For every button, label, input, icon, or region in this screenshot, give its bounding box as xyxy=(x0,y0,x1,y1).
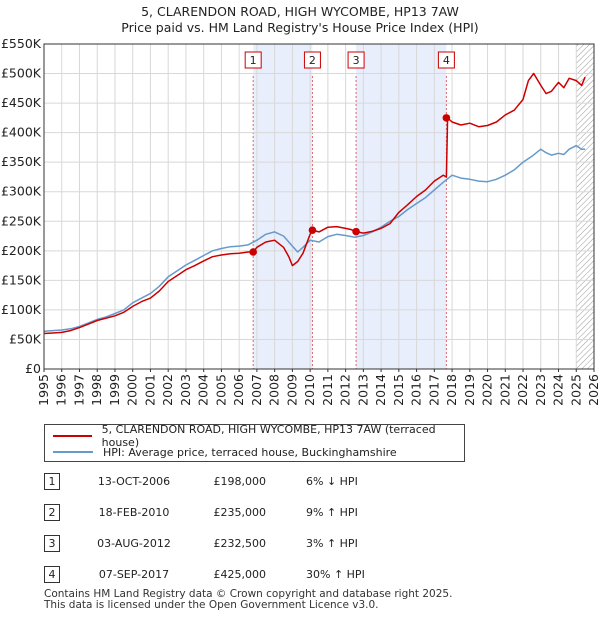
sale-row: 1 13-OCT-2006 £198,000 6% ↓ HPI xyxy=(44,470,464,492)
x-tick-label: 2022 xyxy=(515,374,530,406)
x-tick-label: 2002 xyxy=(160,374,175,406)
x-tick-label: 2010 xyxy=(302,374,317,406)
footer-license: This data is licensed under the Open Gov… xyxy=(44,599,379,611)
sale-row: 2 18-FEB-2010 £235,000 9% ↑ HPI xyxy=(44,501,464,523)
x-tick-label: 2007 xyxy=(249,374,264,406)
x-tick-label: 2025 xyxy=(568,374,583,406)
x-tick-label: 2024 xyxy=(551,374,566,406)
sale-number-badge: 2 xyxy=(44,504,60,521)
y-tick-label: £250K xyxy=(1,213,42,228)
x-tick-label: 2014 xyxy=(373,374,388,406)
shaded-period xyxy=(356,44,447,369)
sale-hpi-diff: 6% ↓ HPI xyxy=(306,475,358,488)
sale-date: 13-OCT-2006 xyxy=(97,475,171,488)
x-tick-label: 2017 xyxy=(426,374,441,406)
legend-label-property: 5, CLARENDON ROAD, HIGH WYCOMBE, HP13 7A… xyxy=(101,423,436,449)
x-tick-label: 2016 xyxy=(409,374,424,406)
x-tick-label: 2021 xyxy=(497,374,512,406)
y-tick-label: £450K xyxy=(1,95,42,110)
sale-number-badge: 4 xyxy=(44,566,60,583)
x-tick-label: 2018 xyxy=(444,374,459,406)
x-tick-label: 2008 xyxy=(267,374,282,406)
chart-title-block: 5, CLARENDON ROAD, HIGH WYCOMBE, HP13 7A… xyxy=(0,4,600,36)
plot-frame xyxy=(43,43,595,370)
sale-price: £235,000 xyxy=(213,506,267,519)
sale-hpi-diff: 3% ↑ HPI xyxy=(306,537,358,550)
footer-copyright: Contains HM Land Registry data © Crown c… xyxy=(44,588,453,600)
x-tick-label: 2011 xyxy=(320,374,335,406)
legend-item-property: 5, CLARENDON ROAD, HIGH WYCOMBE, HP13 7A… xyxy=(53,423,464,449)
sale-point xyxy=(249,248,257,256)
x-tick-label: 2023 xyxy=(533,374,548,406)
legend: 5, CLARENDON ROAD, HIGH WYCOMBE, HP13 7A… xyxy=(44,423,465,462)
x-tick-label: 2009 xyxy=(284,374,299,406)
sale-label-box xyxy=(437,51,455,69)
sale-label-number: 3 xyxy=(353,54,360,67)
x-tick-label: 2000 xyxy=(125,374,140,406)
forecast-hatch xyxy=(576,44,594,369)
x-tick-label: 2015 xyxy=(391,374,406,406)
sale-hpi-diff: 30% ↑ HPI xyxy=(306,568,365,581)
sale-label-box xyxy=(244,51,262,69)
sale-label-box xyxy=(303,51,321,69)
x-tick-label: 2026 xyxy=(586,374,600,406)
x-tick-label: 2003 xyxy=(178,374,193,406)
x-tick-label: 1999 xyxy=(107,374,122,406)
y-tick-label: £300K xyxy=(1,184,42,199)
y-tick-label: £50K xyxy=(9,331,42,346)
sale-point xyxy=(308,226,317,234)
sale-point xyxy=(442,114,451,122)
hpi-line xyxy=(44,144,586,332)
x-tick-label: 1995 xyxy=(36,374,51,406)
sale-row: 3 03-AUG-2012 £232,500 3% ↑ HPI xyxy=(44,532,464,554)
sale-number-badge: 3 xyxy=(44,535,60,552)
legend-label-hpi: HPI: Average price, terraced house, Buck… xyxy=(103,445,397,459)
shaded-period xyxy=(253,44,313,369)
sale-price: £198,000 xyxy=(213,475,267,488)
sale-date: 18-FEB-2010 xyxy=(98,506,170,519)
y-tick-label: £500K xyxy=(1,66,42,81)
price-chart: 1 2 3 4 £0 £50K £100K £150K £200K £250K £300K £350… xyxy=(1,36,600,406)
x-tick-label: 1998 xyxy=(89,374,104,406)
y-tick-label: £550K xyxy=(1,36,42,51)
chart-subtitle: Price paid vs. HM Land Registry's House … xyxy=(121,20,479,35)
sale-date: 03-AUG-2012 xyxy=(97,537,171,550)
x-tick-label: 1997 xyxy=(71,374,86,406)
x-tick-label: 2012 xyxy=(338,374,353,406)
sale-number-badge: 1 xyxy=(44,473,60,490)
sale-hpi-diff: 9% ↑ HPI xyxy=(306,506,358,519)
x-tick-label: 2020 xyxy=(480,374,495,406)
sale-price: £232,500 xyxy=(213,537,267,550)
footer-notice: Contains HM Land Registry data © Crown c… xyxy=(44,589,452,611)
y-tick-label: £100K xyxy=(1,302,42,317)
x-tick-label: 2013 xyxy=(355,374,370,406)
sale-date: 07-SEP-2017 xyxy=(98,568,170,581)
legend-swatch-property xyxy=(53,435,92,437)
sale-label-number: 1 xyxy=(250,54,257,67)
y-tick-label: £150K xyxy=(1,272,42,287)
y-tick-label: £350K xyxy=(1,154,42,169)
x-tick-label: 2006 xyxy=(231,374,246,406)
sale-row: 4 07-SEP-2017 £425,000 30% ↑ HPI xyxy=(44,563,464,585)
y-tick-label: £200K xyxy=(1,243,42,258)
x-tick-label: 2005 xyxy=(213,374,228,406)
y-tick-label: £0 xyxy=(25,361,41,376)
y-tick-label: £400K xyxy=(1,125,42,140)
x-tick-label: 1996 xyxy=(54,374,69,406)
legend-swatch-hpi xyxy=(53,451,93,453)
sale-point xyxy=(352,227,360,236)
legend-item-hpi: HPI: Average price, terraced house, Buck… xyxy=(53,444,397,460)
sale-label-number: 2 xyxy=(309,54,316,67)
sale-price: £425,000 xyxy=(213,568,267,581)
x-tick-label: 2004 xyxy=(196,374,211,406)
chart-title: 5, CLARENDON ROAD, HIGH WYCOMBE, HP13 7A… xyxy=(141,4,459,19)
sale-label-number: 4 xyxy=(443,54,450,67)
x-tick-label: 2019 xyxy=(462,374,477,406)
property-price-line xyxy=(44,72,586,335)
sale-label-box xyxy=(347,51,365,69)
x-tick-label: 2001 xyxy=(142,374,157,406)
